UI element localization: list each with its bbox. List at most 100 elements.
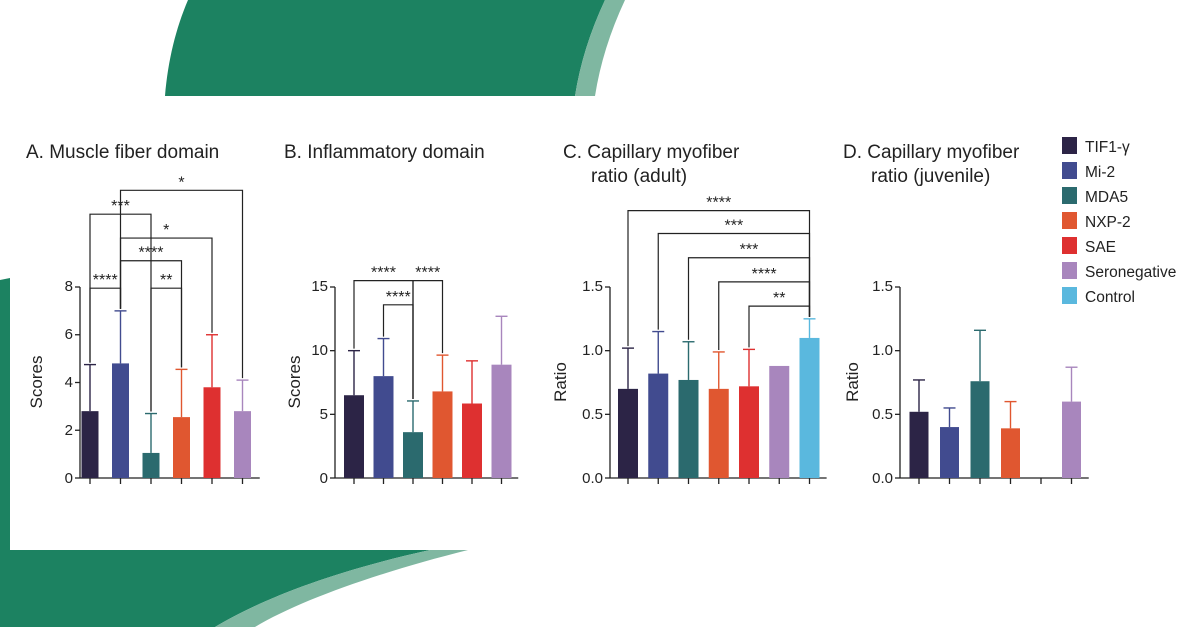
panel-c-title-line2: ratio (adult) <box>591 166 687 187</box>
panel-c-sig-label-2: *** <box>740 242 759 259</box>
panel-b-bars: ******** **** <box>330 265 519 484</box>
panel-a-ytick-2: 4 <box>65 374 73 391</box>
panel-d-ytick-0: 0.0 <box>872 470 893 487</box>
green-arc-bottom-light <box>215 550 468 627</box>
panel-c-ytick-3: 1.5 <box>582 278 603 295</box>
panel-c-ytick-2: 1.0 <box>582 342 603 359</box>
panel-a-sig-label-1: ** <box>160 272 172 289</box>
green-arc-left <box>0 278 10 550</box>
panel-b-sig-bracket-2 <box>412 280 444 399</box>
panel-a-bars: **** *********** <box>75 174 260 484</box>
panel-b-bar-mda5 <box>403 432 423 478</box>
panel-b-ylabel: Scores <box>285 356 304 409</box>
panel-a-title: A. Muscle fiber domain <box>26 142 219 163</box>
panel-a-bar-tif1 <box>81 411 99 478</box>
panel-a: A. Muscle fiber domain Scores 0 2 4 6 8 … <box>26 142 260 487</box>
panel-d-ytick-1: 0.5 <box>872 406 893 423</box>
legend-swatch-control <box>1062 287 1077 304</box>
panel-c-bar-control <box>799 337 820 478</box>
panel-b-bar-nxp2 <box>432 391 453 478</box>
panel-d-ylabel: Ratio <box>843 362 862 402</box>
legend-label-mda5: MDA5 <box>1085 189 1128 206</box>
panel-d-ticks: 0.0 0.5 1.0 1.5 <box>872 278 893 487</box>
panel-a-bar-nxp2 <box>173 417 190 478</box>
panel-d-ytick-2: 1.0 <box>872 342 893 359</box>
legend-swatch-mi2 <box>1062 162 1077 179</box>
panel-c-sig-bracket-4 <box>627 210 811 347</box>
panel-b: B. Inflammatory domain Scores 0 5 10 15 … <box>284 142 519 487</box>
panel-c-bars: **************** <box>605 195 827 484</box>
legend-label-tif1: TIF1-γ <box>1085 139 1130 156</box>
legend-label-sae: SAE <box>1085 239 1116 256</box>
panel-b-ytick-1: 5 <box>320 406 328 423</box>
panel-d-bar-tif1 <box>909 411 929 478</box>
panel-c-sig-label-1: **** <box>752 266 777 283</box>
panel-a-bar-mda5 <box>142 452 160 478</box>
panel-c-sig-label-4: **** <box>706 195 731 212</box>
panel-d: D. Capillary myofiber ratio (juvenile) R… <box>843 142 1089 487</box>
panel-b-ytick-0: 0 <box>320 470 328 487</box>
panel-c-ytick-0: 0.0 <box>582 470 603 487</box>
panel-a-sig-label-5: * <box>178 174 184 191</box>
panel-b-sig-label-2: **** <box>415 265 440 282</box>
panel-c-bar-mda5 <box>678 379 699 478</box>
panel-b-ytick-3: 15 <box>311 278 328 295</box>
legend-label-seronegative: Seronegative <box>1085 264 1176 281</box>
legend-label-nxp2: NXP-2 <box>1085 214 1131 231</box>
panel-c-bar-mi2 <box>648 373 669 478</box>
panel-d-title-line2: ratio (juvenile) <box>871 166 990 187</box>
panel-b-sig-label-0: **** <box>386 289 411 306</box>
panel-a-ytick-1: 2 <box>65 422 73 439</box>
panel-a-bar-sae <box>203 387 221 478</box>
panel-d-bar-mi2 <box>940 427 959 478</box>
legend-swatch-seronegative <box>1062 262 1077 279</box>
panel-d-bar-mda5 <box>970 381 990 478</box>
panel-d-bar-nxp2 <box>1001 428 1020 478</box>
panel-c-title-line1: C. Capillary myofiber <box>563 142 740 163</box>
panel-d-ytick-3: 1.5 <box>872 278 893 295</box>
panel-b-bar-seronegative <box>491 364 512 478</box>
panel-b-ytick-2: 10 <box>311 342 328 359</box>
panel-c-bar-nxp2 <box>708 388 729 478</box>
panel-c-sig-label-0: ** <box>773 290 785 307</box>
panel-c-sig-label-3: *** <box>725 218 744 235</box>
panel-c-ylabel: Ratio <box>551 362 570 402</box>
legend-swatch-mda5 <box>1062 187 1077 204</box>
panel-c-bar-seronegative <box>769 365 790 478</box>
legend-swatch-nxp2 <box>1062 212 1077 229</box>
legend-label-control: Control <box>1085 289 1135 306</box>
panel-b-bar-sae <box>462 403 482 478</box>
panel-a-sig-bracket-5 <box>119 189 244 379</box>
panel-a-sig-bracket-0 <box>89 287 122 363</box>
panel-c: C. Capillary myofiber ratio (adult) Rati… <box>551 142 827 487</box>
panel-a-sig-label-3: * <box>163 222 169 239</box>
panel-a-bar-seronegative <box>234 411 251 478</box>
panel-b-bar-mi2 <box>373 376 394 478</box>
panel-c-sig-bracket-1 <box>718 281 811 350</box>
panel-a-bar-mi2 <box>112 363 129 478</box>
panel-c-ticks: 0.0 0.5 1.0 1.5 <box>582 278 603 487</box>
panel-a-sig-bracket-1 <box>150 287 183 412</box>
legend: TIF1-γ Mi-2 MDA5 NXP-2 SAE Seronegative … <box>1062 137 1176 306</box>
panel-b-sig-label-1: **** <box>371 265 396 282</box>
legend-label-mi2: Mi-2 <box>1085 164 1115 181</box>
panel-a-sig-label-0: **** <box>93 272 118 289</box>
panel-a-ytick-0: 0 <box>65 470 73 487</box>
panel-c-bar-tif1 <box>618 388 638 478</box>
panel-d-bars <box>895 286 1089 484</box>
legend-swatch-sae <box>1062 237 1077 254</box>
panel-b-title: B. Inflammatory domain <box>284 142 485 163</box>
panel-d-title-line1: D. Capillary myofiber <box>843 142 1020 163</box>
panel-b-bar-tif1 <box>344 395 364 478</box>
panel-b-ticks: 0 5 10 15 <box>311 278 328 487</box>
legend-swatch-tif1 <box>1062 137 1077 154</box>
panel-d-bar-seronegative <box>1062 401 1081 478</box>
panel-c-ytick-1: 0.5 <box>582 406 603 423</box>
green-arc-bottom <box>0 550 430 627</box>
green-arc-top-light <box>575 0 625 96</box>
panel-a-ytick-4: 8 <box>65 278 73 295</box>
panel-c-bar-sae <box>739 386 759 478</box>
panel-a-ylabel: Scores <box>27 356 46 409</box>
